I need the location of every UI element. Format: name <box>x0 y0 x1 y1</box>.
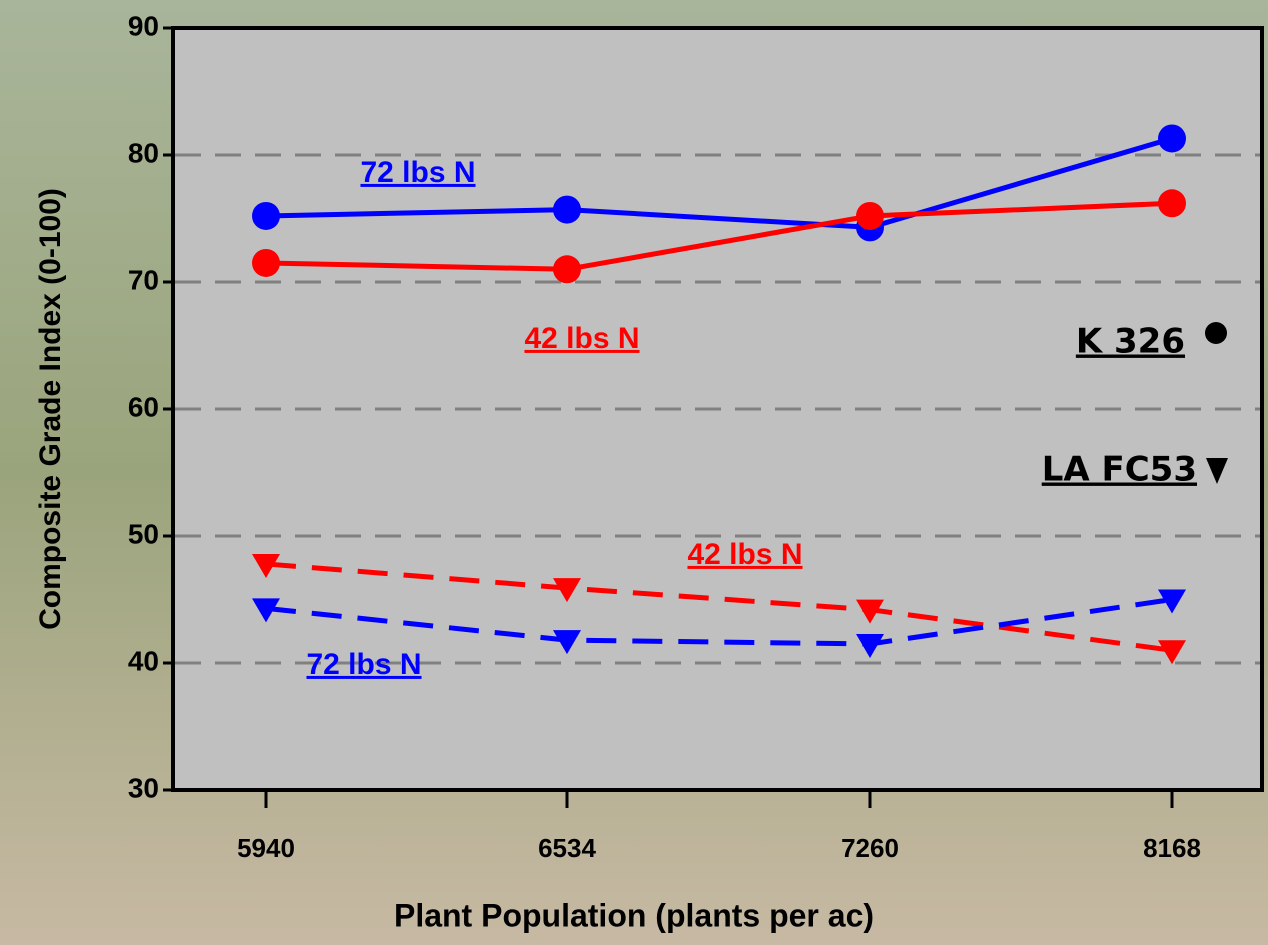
y-tick-label: 80 <box>128 137 159 168</box>
annotation: K 326 <box>1076 322 1185 362</box>
series-label: 72 lbs N <box>360 156 475 189</box>
x-tick-label: 8168 <box>1143 833 1201 863</box>
point <box>553 196 581 224</box>
annotation-symbol <box>1205 322 1227 344</box>
point <box>553 255 581 283</box>
annotation: LA FC53 <box>1042 450 1197 490</box>
y-tick-label: 40 <box>128 645 159 676</box>
x-tick-label: 6534 <box>538 833 596 863</box>
point <box>1158 124 1186 152</box>
point <box>252 249 280 277</box>
point <box>252 202 280 230</box>
y-tick-label: 60 <box>128 391 159 422</box>
y-tick-label: 50 <box>128 518 159 549</box>
y-tick-label: 90 <box>128 10 159 41</box>
y-tick-label: 30 <box>128 772 159 803</box>
chart: Plant Population (plants per ac) Composi… <box>0 0 1268 945</box>
series-label: 72 lbs N <box>306 648 421 681</box>
series-label: 42 lbs N <box>524 322 639 355</box>
x-tick-label: 5940 <box>237 833 295 863</box>
x-tick-label: 7260 <box>841 833 899 863</box>
x-axis-title: Plant Population (plants per ac) <box>394 897 874 933</box>
y-tick-label: 70 <box>128 264 159 295</box>
series-label: 42 lbs N <box>687 538 802 571</box>
y-axis-title: Composite Grade Index (0-100) <box>34 188 67 630</box>
point <box>856 202 884 230</box>
point <box>1158 189 1186 217</box>
